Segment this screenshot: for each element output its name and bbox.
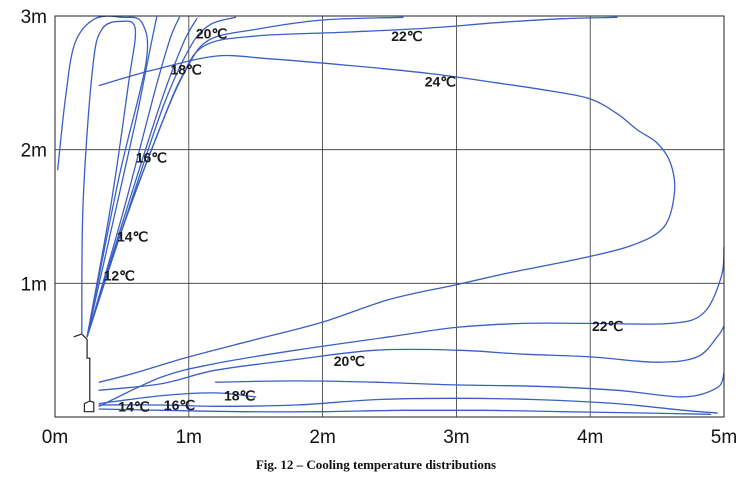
isotherm-line-20 [98,325,725,391]
isotherm-line-24 [98,54,676,383]
isotherm-label: 16℃ [136,150,168,166]
isotherm-line-16 [86,18,198,338]
isotherm-line-16 [98,397,718,414]
y-tick-label: 2m [21,141,47,162]
isotherm-line-14 [86,16,181,338]
x-tick-label: 0m [42,427,68,448]
x-tick-label: 2m [309,427,335,448]
isotherm-label: 20℃ [334,353,366,369]
x-tick-label: 1m [176,427,202,448]
isotherm-label: 14℃ [118,398,150,414]
x-tick-label: 5m [711,427,737,448]
y-tick-label: 3m [21,7,47,28]
isotherm-label: 18℃ [170,62,202,78]
unit-outline [73,333,95,413]
x-tick-label: 4m [577,427,603,448]
isotherm-line-22 [98,246,725,407]
isotherm-label: 14℃ [117,229,149,245]
isotherm-label: 12℃ [104,267,136,283]
isotherm-line-18 [98,392,257,405]
isotherm-labels: 20℃ 22℃ 18℃ 24℃ 16℃ 14℃ 12℃ 22℃ 20℃ 18℃ 14℃ 16℃ [104,25,624,414]
isotherm-label: 22℃ [391,28,423,44]
figure-caption: Fig. 12 – Cooling temperature distributi… [255,457,497,472]
isotherm-line-18 [214,372,725,398]
isotherm-label: 20℃ [196,25,228,41]
plot-border [54,15,725,418]
x-tick-label: 3m [443,427,469,448]
isotherm-line-14 [98,408,712,415]
isotherm-lines [57,15,725,415]
isotherm-line-20 [86,16,404,338]
plot-frame [54,15,725,418]
axis-tick-labels: 0m 1m 2m 3m 4m 5m 1m 2m 3m [21,7,738,448]
grid-lines [55,16,724,417]
isotherm-line-12 [86,16,158,338]
isotherm-line-18 [86,16,237,338]
isotherm-label: 24℃ [425,74,457,90]
isotherm-line-12 [57,15,149,338]
isotherm-line-12 [81,20,137,338]
isotherm-label: 18℃ [224,388,256,404]
isotherm-label: 22℃ [592,318,624,334]
isotherm-label: 16℃ [164,397,196,413]
y-tick-label: 1m [21,274,47,295]
air-conditioner-unit-outline [73,333,95,413]
